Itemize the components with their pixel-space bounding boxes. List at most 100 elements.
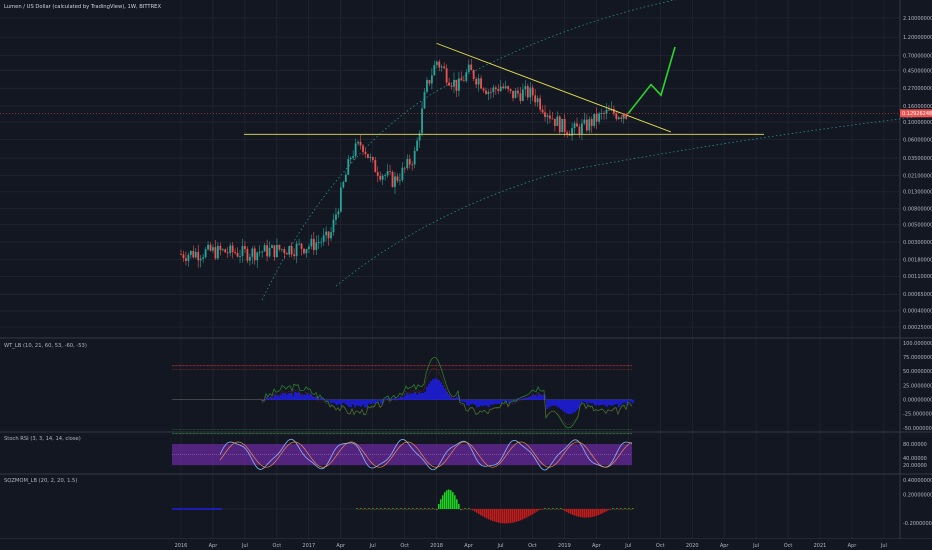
- candle-body: [502, 86, 505, 89]
- wt-histogram-bar: [478, 399, 480, 407]
- wt-histogram-bar: [362, 399, 364, 405]
- candle-body: [551, 118, 554, 120]
- sqz-bar: [566, 509, 568, 513]
- sqz-bar: [456, 499, 458, 509]
- wt-histogram-bar: [384, 399, 386, 400]
- candle-body: [556, 116, 559, 126]
- wt-histogram-bar: [544, 395, 546, 400]
- wt-histogram-bar: [562, 399, 564, 411]
- candle-body: [494, 87, 497, 90]
- sqz-bar: [400, 508, 402, 510]
- candle-body: [202, 257, 205, 259]
- sqz-bar: [362, 509, 364, 510]
- sqz-bar: [590, 509, 592, 518]
- sqz-bar: [444, 492, 446, 509]
- candle-body: [307, 246, 310, 250]
- sqz-bar: [390, 509, 392, 510]
- candle-body: [339, 187, 342, 212]
- candle-body: [290, 246, 293, 255]
- wt-histogram-bar: [546, 399, 548, 410]
- candle-body: [268, 247, 271, 257]
- fib-arcs: [261, 0, 932, 301]
- sqz-bar: [508, 509, 510, 524]
- candle-body: [234, 252, 237, 253]
- wt-histogram-bar: [286, 394, 288, 400]
- stoch-rsi-panel-label[interactable]: Stoch RSI (3, 3, 14, 14, close): [4, 436, 81, 442]
- candle-body: [367, 154, 369, 159]
- sqz-bar: [192, 508, 194, 510]
- wt-histogram-bar: [574, 399, 576, 412]
- candle-body: [544, 112, 546, 117]
- candle-body: [362, 145, 364, 152]
- candle-body: [519, 93, 522, 101]
- sqz-bar: [518, 509, 520, 522]
- candle-body: [251, 248, 254, 257]
- price-tick-label: 1.20000000: [903, 35, 932, 41]
- wt-histogram-bar: [428, 383, 430, 400]
- price-tick-label: 0.27000000: [903, 86, 932, 92]
- sqz-bar: [606, 509, 608, 512]
- wt-histogram-bar: [434, 378, 436, 400]
- trendlines: 0.12926248: [0, 42, 932, 135]
- sqz-bar: [552, 508, 554, 510]
- wt-histogram-bar: [552, 399, 554, 406]
- wt-histogram-bar: [578, 399, 580, 409]
- wt-histogram-bar: [530, 396, 532, 400]
- sqz-bar: [498, 509, 500, 523]
- sqz-bar: [520, 509, 522, 521]
- candle-body: [443, 66, 446, 69]
- candle-body: [615, 113, 618, 120]
- wt-histogram-bar: [346, 399, 348, 406]
- candle-body: [285, 253, 288, 255]
- wt-histogram-bar: [342, 399, 344, 403]
- sqz-bar: [572, 509, 574, 515]
- projection-path: [622, 46, 676, 117]
- sqz-bar: [616, 508, 618, 510]
- price-candles: [180, 58, 628, 268]
- candle-body: [492, 87, 495, 93]
- price-tick-label: 0.03500000: [903, 156, 932, 162]
- wt-histogram-bar: [568, 399, 570, 415]
- candle-body: [261, 251, 264, 253]
- wt-histogram-bar: [364, 399, 366, 408]
- candle-body: [541, 109, 544, 113]
- sqz-bar: [630, 509, 632, 510]
- wt-histogram-bar: [304, 395, 306, 400]
- wt-histogram-bar: [470, 399, 472, 405]
- stoch-rsi-k: [219, 438, 633, 471]
- wt-histogram-bar: [344, 399, 346, 404]
- candle-body: [347, 159, 350, 175]
- sqz-bar: [458, 503, 460, 509]
- time-axis[interactable]: 2016 Apr Jul Oct 2017 Apr Jul Oct 2018 Apr Jul Oct 2…: [0, 539, 932, 550]
- sqz-bar: [568, 509, 570, 514]
- sqz-bar: [482, 509, 484, 517]
- sqzmom-panel-label[interactable]: SQZMOM_LB (20, 2, 20, 1.5): [4, 478, 78, 484]
- candle-body: [534, 95, 537, 103]
- candle-body: [445, 68, 448, 83]
- candle-body: [475, 78, 478, 85]
- candle-body: [310, 238, 313, 247]
- candle-body: [588, 119, 591, 131]
- wt-histogram-bar: [444, 388, 446, 400]
- sqz-bar: [550, 509, 552, 510]
- sqz-bar: [604, 509, 606, 513]
- wt-histogram-bar: [262, 399, 264, 401]
- wt-histogram-bar: [588, 399, 590, 403]
- price-axis[interactable]: 2.10000000 1.20000000 0.70000000 0.45000000…: [903, 16, 932, 527]
- candle-body: [504, 86, 507, 89]
- candle-body: [204, 249, 207, 258]
- wt-panel-label[interactable]: WT_LB (10, 21, 60, 53, -60, -53): [4, 343, 87, 349]
- sqz-bar: [494, 509, 496, 522]
- candle-body: [568, 134, 571, 136]
- wt-histogram-bar: [394, 397, 396, 400]
- wt-histogram-bar: [622, 399, 624, 404]
- sqz-bar: [374, 509, 376, 510]
- wt-histogram-bar: [398, 397, 400, 400]
- wt-histogram-bar: [506, 399, 508, 401]
- wt-histogram-bar: [618, 399, 620, 408]
- wt-histogram-bar: [298, 392, 300, 400]
- candle-body: [433, 64, 436, 76]
- wt-histogram-bar: [554, 399, 556, 406]
- wt-histogram-bar: [336, 399, 338, 406]
- sqz-bar: [398, 509, 400, 510]
